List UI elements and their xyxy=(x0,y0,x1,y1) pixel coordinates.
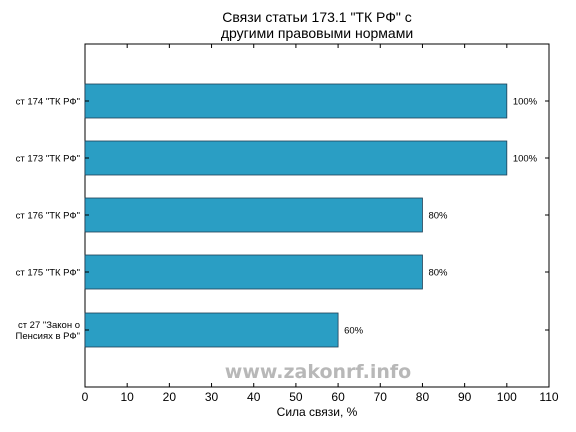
bar xyxy=(84,197,423,233)
x-tick-label: 40 xyxy=(247,390,261,404)
x-tick-label: 110 xyxy=(539,390,558,404)
y-category-label: ст 173 "ТК РФ" xyxy=(16,154,80,165)
bar xyxy=(84,254,423,290)
bar-value-label: 80% xyxy=(428,268,448,279)
y-axis: ст 174 "ТК РФ" ст 173 "ТК РФ" ст 176 "ТК Р… xyxy=(16,97,549,342)
chart-title: Связи статьи 173.1 "ТК РФ" с другими прав… xyxy=(221,9,413,41)
x-tick-label: 30 xyxy=(205,390,219,404)
y-category-label: ст 27 "Закон о Пенсиях в РФ" xyxy=(16,320,80,342)
x-axis: 0 10 20 30 40 50 60 70 80 90 100 110 xyxy=(82,44,559,404)
x-tick-label: 90 xyxy=(458,390,472,404)
x-tick-label: 0 xyxy=(82,390,89,404)
x-tick-label: 20 xyxy=(163,390,177,404)
y-category-label: ст 176 "ТК РФ" xyxy=(16,211,80,222)
y-category-label: ст 175 "ТК РФ" xyxy=(16,268,80,279)
x-tick-label: 80 xyxy=(416,390,430,404)
bar-value-label: 100% xyxy=(513,97,538,108)
bar-value-label: 80% xyxy=(428,211,448,222)
bar xyxy=(84,140,508,176)
x-axis-label: Сила связи, % xyxy=(277,405,358,419)
watermark: www.zakonrf.info xyxy=(225,361,411,383)
bar-value-label: 100% xyxy=(513,154,538,165)
x-tick-label: 100 xyxy=(497,390,517,404)
x-tick-label: 60 xyxy=(331,390,345,404)
bar-value-label: 60% xyxy=(344,326,364,337)
bar xyxy=(84,83,508,119)
x-tick-label: 70 xyxy=(374,390,388,404)
y-category-label: ст 174 "ТК РФ" xyxy=(16,97,80,108)
x-tick-label: 50 xyxy=(289,390,303,404)
bars: 100% 100% 80% 80% 60% xyxy=(84,83,538,348)
x-tick-label: 10 xyxy=(121,390,135,404)
chart-title-text: Связи статьи 173.1 "ТК РФ" с другими прав… xyxy=(221,9,413,41)
bar xyxy=(84,312,339,348)
